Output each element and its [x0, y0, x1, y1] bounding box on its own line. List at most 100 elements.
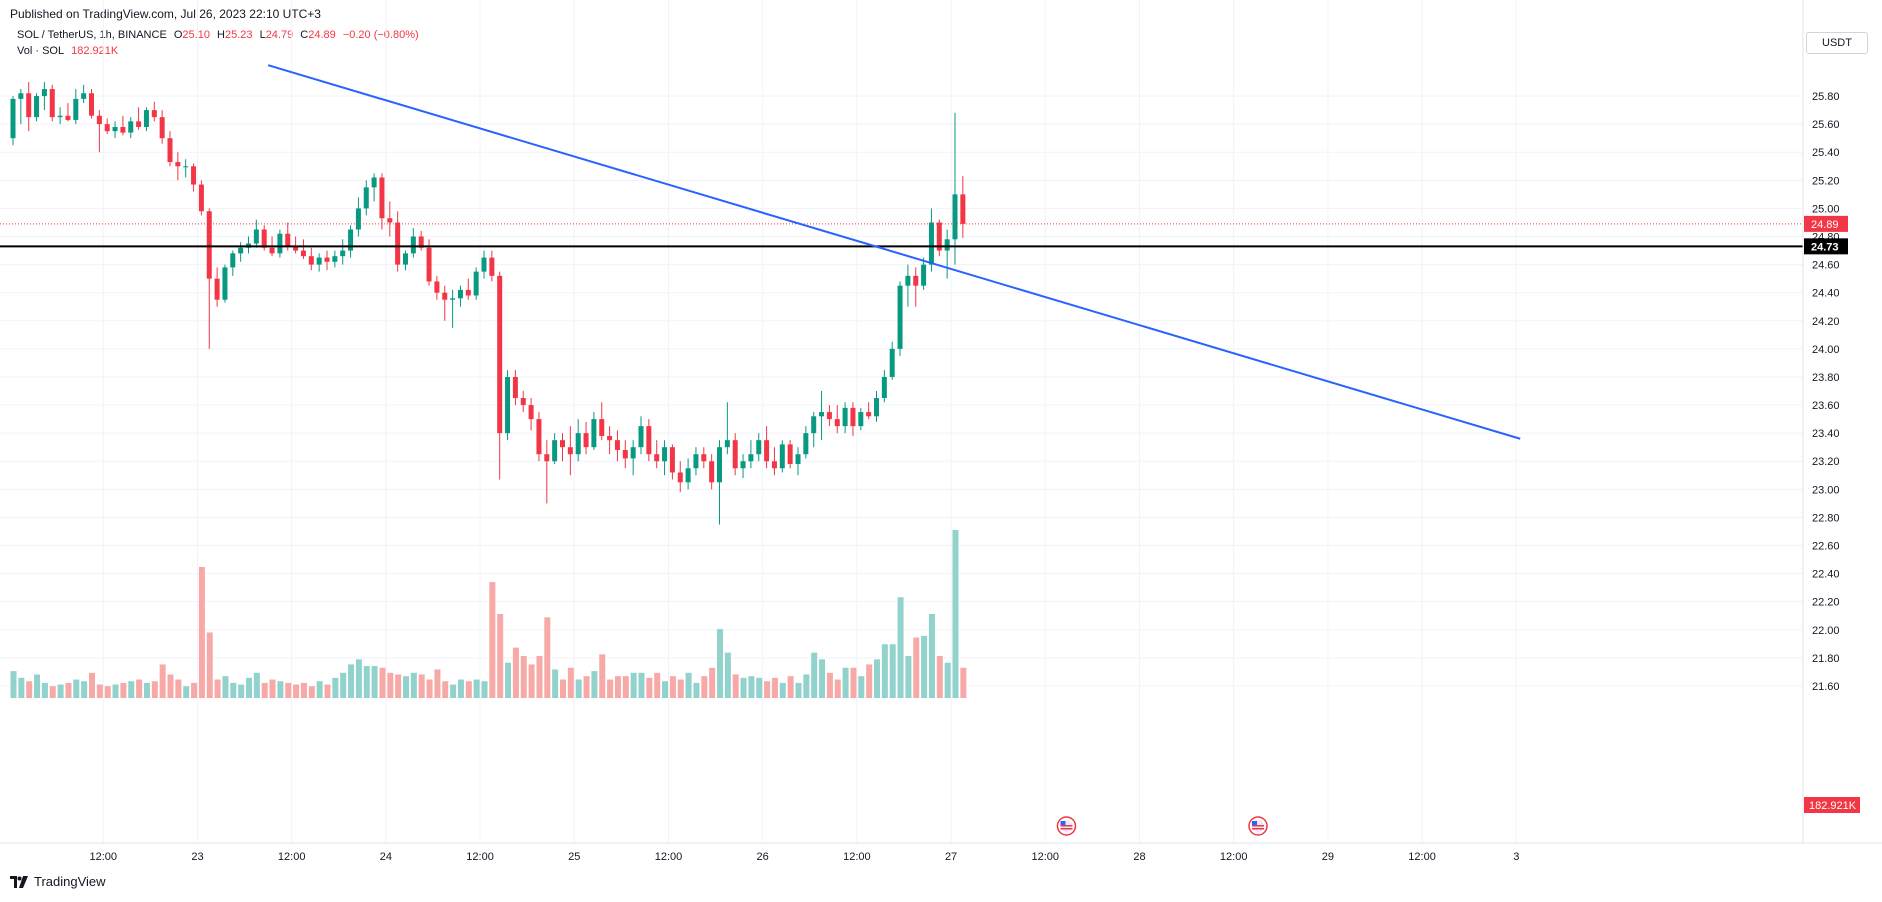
volume-legend: Vol · SOL 182.921K: [17, 45, 118, 57]
candle-body: [167, 138, 173, 163]
volume-bar: [285, 682, 292, 698]
currency-button[interactable]: USDT: [1806, 32, 1868, 54]
volume-bar: [57, 684, 64, 698]
level-price-tag: 24.73: [1804, 238, 1848, 255]
volume-bar: [434, 669, 441, 698]
candle-body: [473, 271, 479, 296]
volume-bar: [866, 664, 873, 698]
volume-bar: [662, 681, 669, 698]
candle-body: [159, 117, 165, 139]
price-tick-label: 21.80: [1812, 653, 1840, 665]
candle-body: [921, 264, 927, 286]
volume-bar: [395, 674, 402, 698]
candle-body: [348, 229, 354, 251]
volume-bar: [669, 676, 676, 698]
published-note: Published on TradingView.com, Jul 26, 20…: [10, 7, 321, 21]
volume-bar: [89, 672, 95, 698]
candle-body: [49, 89, 55, 118]
candle-body: [403, 253, 408, 265]
candle-body: [57, 115, 63, 118]
candle-body: [191, 166, 197, 185]
candle-body: [457, 289, 463, 299]
close-label: C: [300, 29, 309, 41]
candle-body: [120, 126, 126, 133]
candle-body: [889, 348, 895, 377]
volume-bar: [269, 679, 276, 698]
candle-body: [363, 187, 369, 209]
volume-bar: [481, 681, 488, 698]
candle-body: [183, 166, 189, 168]
volume-bar: [308, 686, 315, 698]
symbol-label[interactable]: SOL / TetherUS, 1h, BINANCE: [17, 29, 167, 41]
candle-body: [567, 447, 573, 455]
candle-body: [717, 447, 722, 483]
volume-bar: [560, 679, 566, 698]
volume-bar: [897, 597, 904, 698]
price-tick-label: 23.00: [1812, 484, 1840, 496]
event-flag-icon[interactable]: [1056, 816, 1077, 836]
volume-label[interactable]: Vol · SOL: [17, 45, 65, 57]
volume-bar: [677, 679, 684, 698]
candle-body: [897, 285, 903, 349]
price-tick-label: 25.20: [1812, 175, 1840, 187]
candle-body: [654, 454, 660, 462]
candle-body: [497, 275, 503, 434]
time-tick-label: 12:00: [466, 851, 494, 863]
time-tick-label: 3: [1513, 851, 1519, 863]
price-tick-label: 23.40: [1812, 428, 1840, 440]
trendline[interactable]: [267, 64, 1521, 440]
volume-bar: [952, 530, 959, 698]
candle-body: [426, 247, 432, 282]
candle-body: [112, 126, 118, 132]
candle-body: [905, 275, 911, 286]
volume-bar: [779, 682, 786, 698]
tradingview-footer[interactable]: TradingView: [10, 874, 106, 889]
volume-tag: 182.921K: [1804, 797, 1860, 813]
last-price-tag: 24.89: [1804, 215, 1848, 232]
volume-bar: [826, 672, 833, 698]
event-flag-canton: [1252, 821, 1258, 825]
price-tick-label: 24.20: [1812, 316, 1840, 328]
volume-bar: [457, 679, 464, 698]
candle-body: [206, 211, 212, 279]
candle-body: [269, 247, 275, 254]
price-tick-label: 25.40: [1812, 147, 1840, 159]
volume-bar: [355, 659, 362, 698]
event-flag-icon[interactable]: [1248, 816, 1268, 836]
volume-bar: [253, 672, 260, 698]
volume-bar: [104, 686, 111, 698]
price-tick-label: 23.80: [1812, 372, 1840, 384]
candle-body: [834, 419, 840, 427]
volume-bar: [724, 652, 731, 698]
candle-body: [104, 124, 110, 132]
open-label: O: [173, 29, 183, 41]
volume-bar: [230, 682, 237, 698]
candle-body: [81, 93, 87, 99]
candle-body: [73, 98, 79, 120]
candle-body: [607, 435, 613, 441]
volume-bar: [638, 672, 645, 698]
volume-bar: [497, 614, 504, 698]
volume-bar: [944, 662, 951, 698]
volume-bar: [363, 666, 370, 698]
volume-bar: [120, 682, 127, 698]
time-tick-label: 24: [380, 851, 392, 863]
time-tick-label: 12:00: [278, 851, 306, 863]
volume-bar: [198, 566, 205, 698]
time-tick-label: 12:00: [90, 851, 118, 863]
volume-bar: [685, 672, 692, 698]
volume-bar: [442, 681, 449, 698]
candle-body: [913, 275, 919, 286]
volume-bar: [834, 679, 841, 698]
price-tick-label: 23.20: [1812, 456, 1840, 468]
high-label: H: [217, 29, 225, 41]
candle-body: [465, 289, 471, 296]
time-tick-label: 12:00: [655, 851, 683, 863]
volume-bar: [536, 656, 543, 698]
candle-body: [662, 447, 668, 462]
volume-bar: [49, 686, 56, 698]
candle-body: [253, 229, 259, 244]
candle-body: [646, 426, 652, 455]
candle-body: [128, 121, 134, 133]
